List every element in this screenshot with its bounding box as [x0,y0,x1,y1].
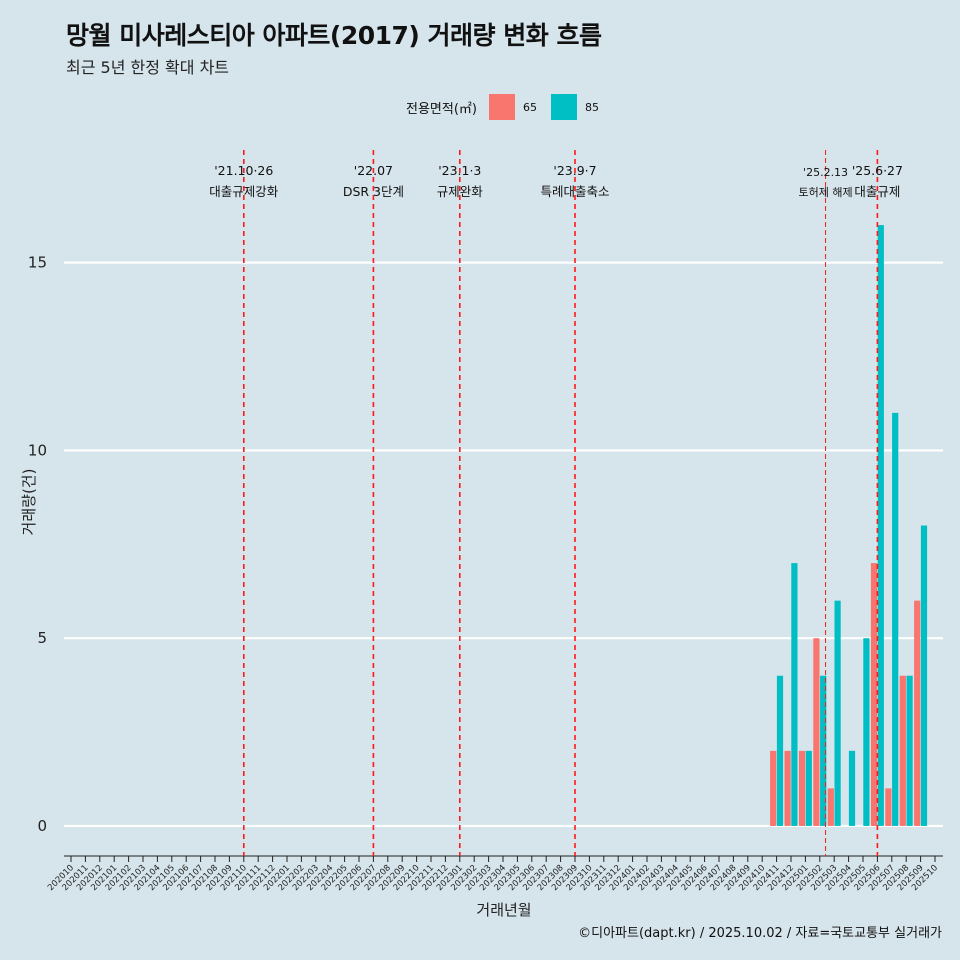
legend-swatch-85 [550,94,577,120]
legend: 전용면적(㎡) 65 85 [406,93,605,121]
event-date-5: '25.6·27 [852,163,903,178]
bar-65-202508 [899,675,906,826]
bar-65-202509 [914,600,921,826]
bar-85-202505 [863,638,870,826]
event-date-4: '25.2.13 [803,166,848,179]
source-caption: ©디아파트(dapt.kr) / 2025.10.02 / 자료=국토교통부 실… [578,926,942,941]
y-tick-label-0: 0 [37,817,47,835]
event-date-0: '21.10·26 [214,163,273,178]
chart-subtitle: 최근 5년 한정 확대 차트 [66,58,230,77]
event-date-1: '22.07 [354,163,393,178]
y-tick-label-10: 10 [28,441,47,459]
bar-85-202503 [834,600,841,826]
legend-title: 전용면적(㎡) [406,101,477,117]
bar-65-202412 [784,750,791,826]
event-label-4: 토허제 해제 [799,185,853,199]
bar-65-202502 [813,638,820,826]
event-label-3: 특례대출축소 [540,184,609,199]
event-date-3: '23.9·7 [553,163,596,178]
event-label-0: 대출규제강화 [209,184,279,199]
event-label-1: DSR 3단계 [343,184,404,199]
bar-85-202507 [892,412,899,826]
legend-label-85: 85 [584,100,599,114]
bar-85-202506 [877,225,884,826]
legend-label-65: 65 [522,100,537,114]
y-axis-title: 거래량(건) [20,469,38,536]
event-label-5: 대출규제 [854,184,900,199]
bar-65-202501 [798,750,806,826]
bar-65-202411 [770,750,777,826]
y-tick-label-5: 5 [37,629,47,647]
bar-65-202507 [885,788,892,826]
event-label-2: 규제완화 [437,184,484,199]
y-tick-label-15: 15 [28,254,47,272]
x-axis-title: 거래년월 [476,901,531,919]
bar-85-202412 [791,563,798,826]
bar-85-202502 [820,675,827,826]
chart-title: 망월 미사레스티아 아파트(2017) 거래량 변화 흐름 [66,21,602,50]
event-date-2: '23.1·3 [438,163,481,178]
bar-85-202509 [920,525,928,826]
bar-85-202504 [848,750,856,826]
bar-85-202508 [906,675,913,826]
legend-swatch-65 [488,94,515,120]
bar-65-202503 [827,788,834,826]
bar-85-202411 [776,675,784,826]
bar-85-202501 [805,750,812,826]
bar-65-202506 [870,563,878,826]
